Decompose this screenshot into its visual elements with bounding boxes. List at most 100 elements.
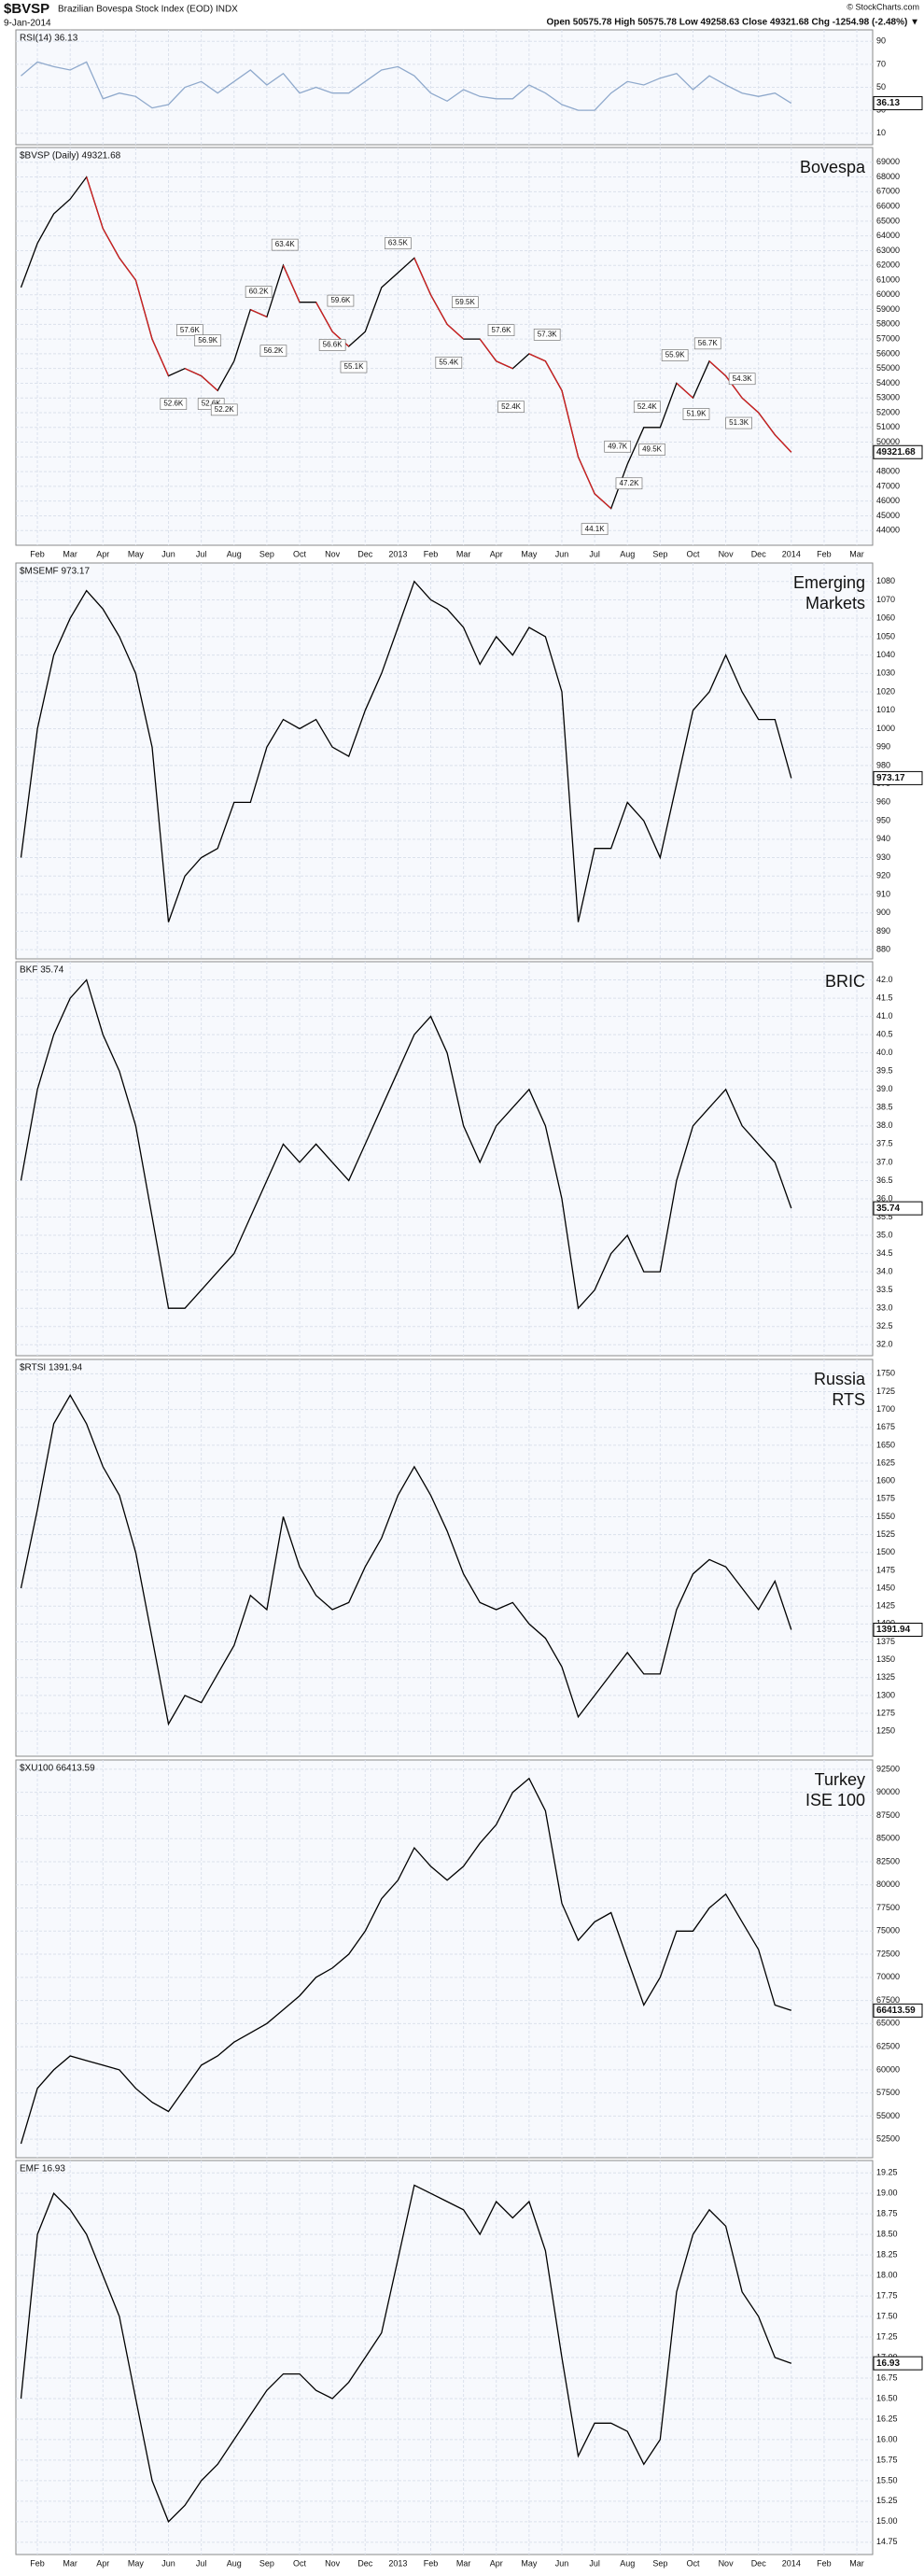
index-name: Brazilian Bovespa Stock Index (EOD) INDX bbox=[58, 5, 238, 15]
price-line bbox=[20, 1393, 792, 1726]
y-tick-label: 70 bbox=[876, 59, 886, 68]
y-tick-label: 18.00 bbox=[876, 2270, 898, 2279]
y-tick-label: 75000 bbox=[876, 1926, 900, 1936]
x-tick-label: Feb bbox=[30, 2558, 45, 2568]
y-tick-label: 1450 bbox=[876, 1583, 895, 1592]
y-tick-label: 950 bbox=[876, 815, 890, 824]
y-tick-label: 55000 bbox=[876, 2111, 900, 2120]
y-tick-label: 19.00 bbox=[876, 2189, 898, 2198]
down-segment bbox=[544, 360, 563, 391]
x-tick-label: Feb bbox=[817, 2558, 832, 2568]
annotation-box bbox=[487, 324, 515, 336]
annotation-label: 55.1K bbox=[344, 362, 365, 371]
y-tick-label: 50 bbox=[876, 82, 886, 91]
last-value-label: 49321.68 bbox=[876, 447, 916, 457]
y-tick-label: 56000 bbox=[876, 348, 900, 358]
y-tick-label: 920 bbox=[876, 871, 890, 880]
annotation-label: 56.7K bbox=[698, 339, 719, 347]
annotation-label: 55.9K bbox=[665, 351, 686, 359]
x-tick-label: Apr bbox=[490, 549, 503, 558]
annotation-label: 54.3K bbox=[733, 374, 753, 383]
x-tick-label: May bbox=[128, 549, 145, 558]
y-tick-label: 47000 bbox=[876, 481, 900, 490]
x-tick-label: Sep bbox=[259, 549, 274, 558]
y-tick-label: 930 bbox=[876, 852, 890, 862]
annotation-box bbox=[271, 238, 299, 251]
x-tick-label: Apr bbox=[96, 2558, 109, 2568]
annotation-box bbox=[160, 398, 188, 410]
y-tick-label: 33.0 bbox=[876, 1303, 893, 1313]
panel-title: $RTSI 1391.94 bbox=[20, 1363, 83, 1373]
annotation-label: 51.9K bbox=[687, 410, 707, 418]
y-tick-label: 1625 bbox=[876, 1457, 895, 1467]
y-tick-label: 15.00 bbox=[876, 2516, 898, 2526]
symbol: $BVSP bbox=[4, 1, 49, 17]
x-tick-label: Feb bbox=[30, 549, 45, 558]
y-tick-label: 1250 bbox=[876, 1726, 895, 1736]
x-tick-label: Feb bbox=[424, 549, 439, 558]
annotation-box bbox=[633, 401, 661, 414]
x-tick-label: May bbox=[521, 549, 538, 558]
y-tick-label: 18.25 bbox=[876, 2249, 898, 2259]
x-tick-label: Oct bbox=[686, 549, 700, 558]
annotation-label: 49.5K bbox=[642, 445, 663, 454]
down-segment bbox=[86, 176, 104, 229]
y-tick-label: 34.0 bbox=[876, 1267, 893, 1276]
x-tick-label: May bbox=[521, 2558, 538, 2568]
x-tick-label: Jun bbox=[161, 549, 175, 558]
y-tick-label: 17.75 bbox=[876, 2290, 898, 2300]
y-tick-label: 68000 bbox=[876, 172, 900, 181]
annotation-box bbox=[638, 443, 665, 456]
y-tick-label: 61000 bbox=[876, 274, 900, 284]
x-tick-label: Mar bbox=[456, 549, 471, 558]
last-value-tag bbox=[873, 1201, 923, 1216]
y-tick-label: 1650 bbox=[876, 1440, 895, 1449]
y-tick-label: 40.0 bbox=[876, 1048, 893, 1057]
annotation-box bbox=[385, 237, 412, 249]
y-tick-label: 16.25 bbox=[876, 2414, 898, 2423]
y-tick-label: 80000 bbox=[876, 1879, 900, 1889]
annotation-box bbox=[210, 403, 238, 416]
y-tick-label: 44000 bbox=[876, 526, 900, 535]
x-tick-label: Oct bbox=[293, 2558, 307, 2568]
y-tick-label: 1350 bbox=[876, 1654, 895, 1664]
down-segment bbox=[134, 279, 153, 340]
date: 9-Jan-2014 bbox=[4, 19, 51, 29]
panel-label: Emerging bbox=[793, 573, 865, 592]
y-tick-label: 33.5 bbox=[876, 1285, 893, 1294]
x-tick-label: Aug bbox=[227, 549, 242, 558]
y-tick-label: 1020 bbox=[876, 686, 895, 696]
annotation-box bbox=[725, 416, 752, 429]
y-tick-label: 1275 bbox=[876, 1708, 895, 1717]
annotation-label: 51.3K bbox=[729, 418, 749, 427]
y-tick-label: 62500 bbox=[876, 2041, 900, 2050]
annotation-box bbox=[693, 337, 721, 350]
panel-title: $XU100 66413.59 bbox=[20, 1764, 95, 1774]
annotation-box bbox=[661, 349, 689, 361]
down-segment bbox=[282, 264, 301, 303]
y-tick-label: 1475 bbox=[876, 1565, 895, 1574]
y-tick-label: 60000 bbox=[876, 289, 900, 299]
y-tick-label: 1750 bbox=[876, 1369, 895, 1378]
y-tick-label: 77500 bbox=[876, 1903, 900, 1912]
panel-title: BKF 35.74 bbox=[20, 965, 64, 976]
price-line bbox=[21, 61, 792, 111]
last-value-tag bbox=[873, 770, 923, 785]
x-tick-label: Dec bbox=[751, 549, 767, 558]
y-tick-label: 41.5 bbox=[876, 992, 893, 1002]
y-tick-label: 1325 bbox=[876, 1672, 895, 1682]
down-segment bbox=[479, 338, 497, 362]
y-tick-label: 1375 bbox=[876, 1637, 895, 1646]
y-tick-label: 38.0 bbox=[876, 1120, 893, 1130]
x-tick-label: Mar bbox=[849, 2558, 864, 2568]
y-tick-label: 1725 bbox=[876, 1387, 895, 1396]
annotation-box bbox=[194, 334, 222, 347]
annotation-label: 52.6K bbox=[163, 400, 184, 408]
y-tick-label: 1080 bbox=[876, 576, 895, 585]
last-value-label: 973.17 bbox=[876, 773, 905, 783]
annotation-label: 63.4K bbox=[275, 240, 296, 248]
y-tick-label: 880 bbox=[876, 945, 890, 954]
y-tick-label: 990 bbox=[876, 742, 890, 752]
annotation-box bbox=[176, 324, 203, 336]
y-tick-label: 58000 bbox=[876, 319, 900, 329]
